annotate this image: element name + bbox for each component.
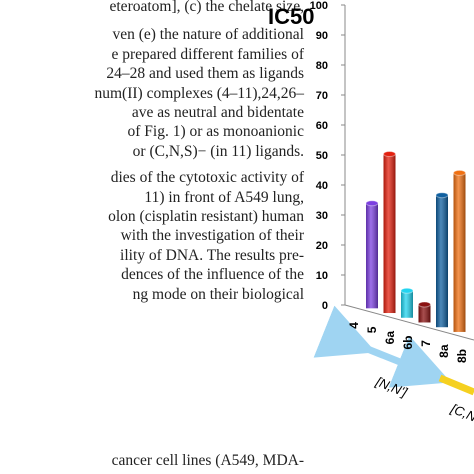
group-arrow — [313, 305, 451, 388]
group-arrow — [438, 374, 474, 396]
x-tick-label: 5 — [365, 326, 379, 333]
text-line: olon (cisplatin resistant) human — [108, 208, 304, 225]
text-line: cancer cell lines (A549, MDA- — [111, 452, 304, 469]
text-line: ng mode on their biological — [132, 285, 304, 303]
bar — [400, 287, 414, 318]
x-tick-label: 7 — [419, 340, 433, 347]
y-tick-label: 60 — [316, 120, 328, 132]
x-tick-label: 4 — [347, 322, 361, 329]
text-line: e prepared different families of — [111, 45, 304, 63]
group-label: [N,N'] — [373, 373, 410, 399]
x-tick-label: 8a — [437, 344, 451, 358]
y-tick-label: 0 — [322, 300, 328, 312]
bar — [383, 151, 396, 314]
y-tick-label: 30 — [316, 210, 328, 222]
y-tick-label: 100 — [310, 0, 328, 12]
x-tick-label: 6b — [401, 336, 415, 350]
text-line: with the investigation of their — [120, 227, 304, 245]
y-tick-label: 20 — [316, 240, 328, 252]
bar — [435, 192, 449, 328]
x-tick-label: 6a — [383, 331, 397, 345]
text-line: eteroatom], (c) the chelate size, — [109, 0, 305, 15]
text-line: 11) in front of A549 lung, — [144, 188, 304, 206]
y-tick-label: 90 — [316, 30, 328, 42]
text-line: dences of the influence of the — [121, 266, 304, 284]
axis-title: IC50 — [268, 4, 314, 29]
bar — [365, 200, 379, 309]
text-line: ility of DNA. The results pre- — [120, 246, 304, 264]
text-line: or (C,N,S)− (in 11) ligands. — [132, 142, 304, 160]
y-tick-label: 70 — [316, 90, 328, 102]
y-tick-label: 80 — [316, 60, 328, 72]
text-line: dies of the cytotoxic activity of — [110, 169, 304, 187]
text-line: ave as neutral and bidentate — [131, 104, 304, 121]
text-line: ven (e) the nature of additional — [112, 26, 304, 44]
bar — [418, 301, 431, 323]
x-tick-label: 8b — [455, 349, 469, 363]
text-line: num(II) complexes (4–11),24,26– — [94, 84, 305, 102]
group-label: [C,N — [448, 400, 474, 424]
y-tick-label: 10 — [316, 270, 328, 282]
y-tick-label: 40 — [316, 180, 328, 192]
y-tick-label: 50 — [316, 150, 328, 162]
bar — [453, 169, 466, 332]
text-line: of Fig. 1) or as monoanionic — [127, 123, 304, 141]
text-line: 24–28 and used them as ligands — [106, 65, 304, 83]
